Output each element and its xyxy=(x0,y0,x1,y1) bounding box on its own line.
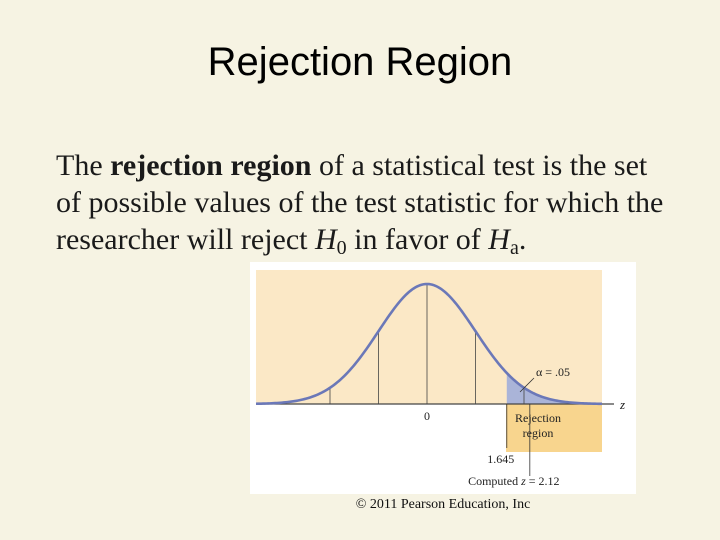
z-axis-label: z xyxy=(619,397,625,412)
alternative-hypothesis-letter: H xyxy=(488,223,510,256)
computed-value: = 2.12 xyxy=(526,474,560,488)
rejection-label-line1: Rejection xyxy=(515,411,561,425)
null-hypothesis-subscript: 0 xyxy=(336,237,347,259)
body-middle: of a statistical test is the set of poss… xyxy=(56,149,664,256)
normal-curve xyxy=(255,282,603,406)
body-after-h0: in favor of xyxy=(346,223,489,256)
rejection-label-line2: region xyxy=(523,426,554,440)
definition-text: The rejection region of a statistical te… xyxy=(56,147,676,258)
body-prefix: The xyxy=(56,149,111,182)
computed-value-label: Computed z = 2.12 xyxy=(468,474,559,488)
alpha-pointer xyxy=(519,377,535,393)
rejection-tail-area xyxy=(506,372,602,404)
null-hypothesis-letter: H xyxy=(315,223,337,256)
figure-panel xyxy=(256,270,602,404)
slide-title: Rejection Region xyxy=(207,40,513,84)
critical-value-label: 1.645 xyxy=(487,452,514,466)
rejection-region-box xyxy=(506,404,602,452)
curve-gridlines xyxy=(281,284,525,404)
copyright-notice: © 2011 Pearson Education, Inc xyxy=(355,497,531,512)
computed-prefix: Computed xyxy=(468,474,521,488)
rejection-region-figure: z 0 α = .05 Rejection region 1.645 Compu… xyxy=(250,262,636,494)
computed-variable: z xyxy=(520,474,526,488)
rejection-region-term: rejection region xyxy=(110,149,312,182)
body-end: . xyxy=(518,223,527,256)
alpha-label: α = .05 xyxy=(536,365,570,379)
center-tick-label: 0 xyxy=(424,409,430,423)
alternative-hypothesis-subscript: a xyxy=(509,237,519,259)
